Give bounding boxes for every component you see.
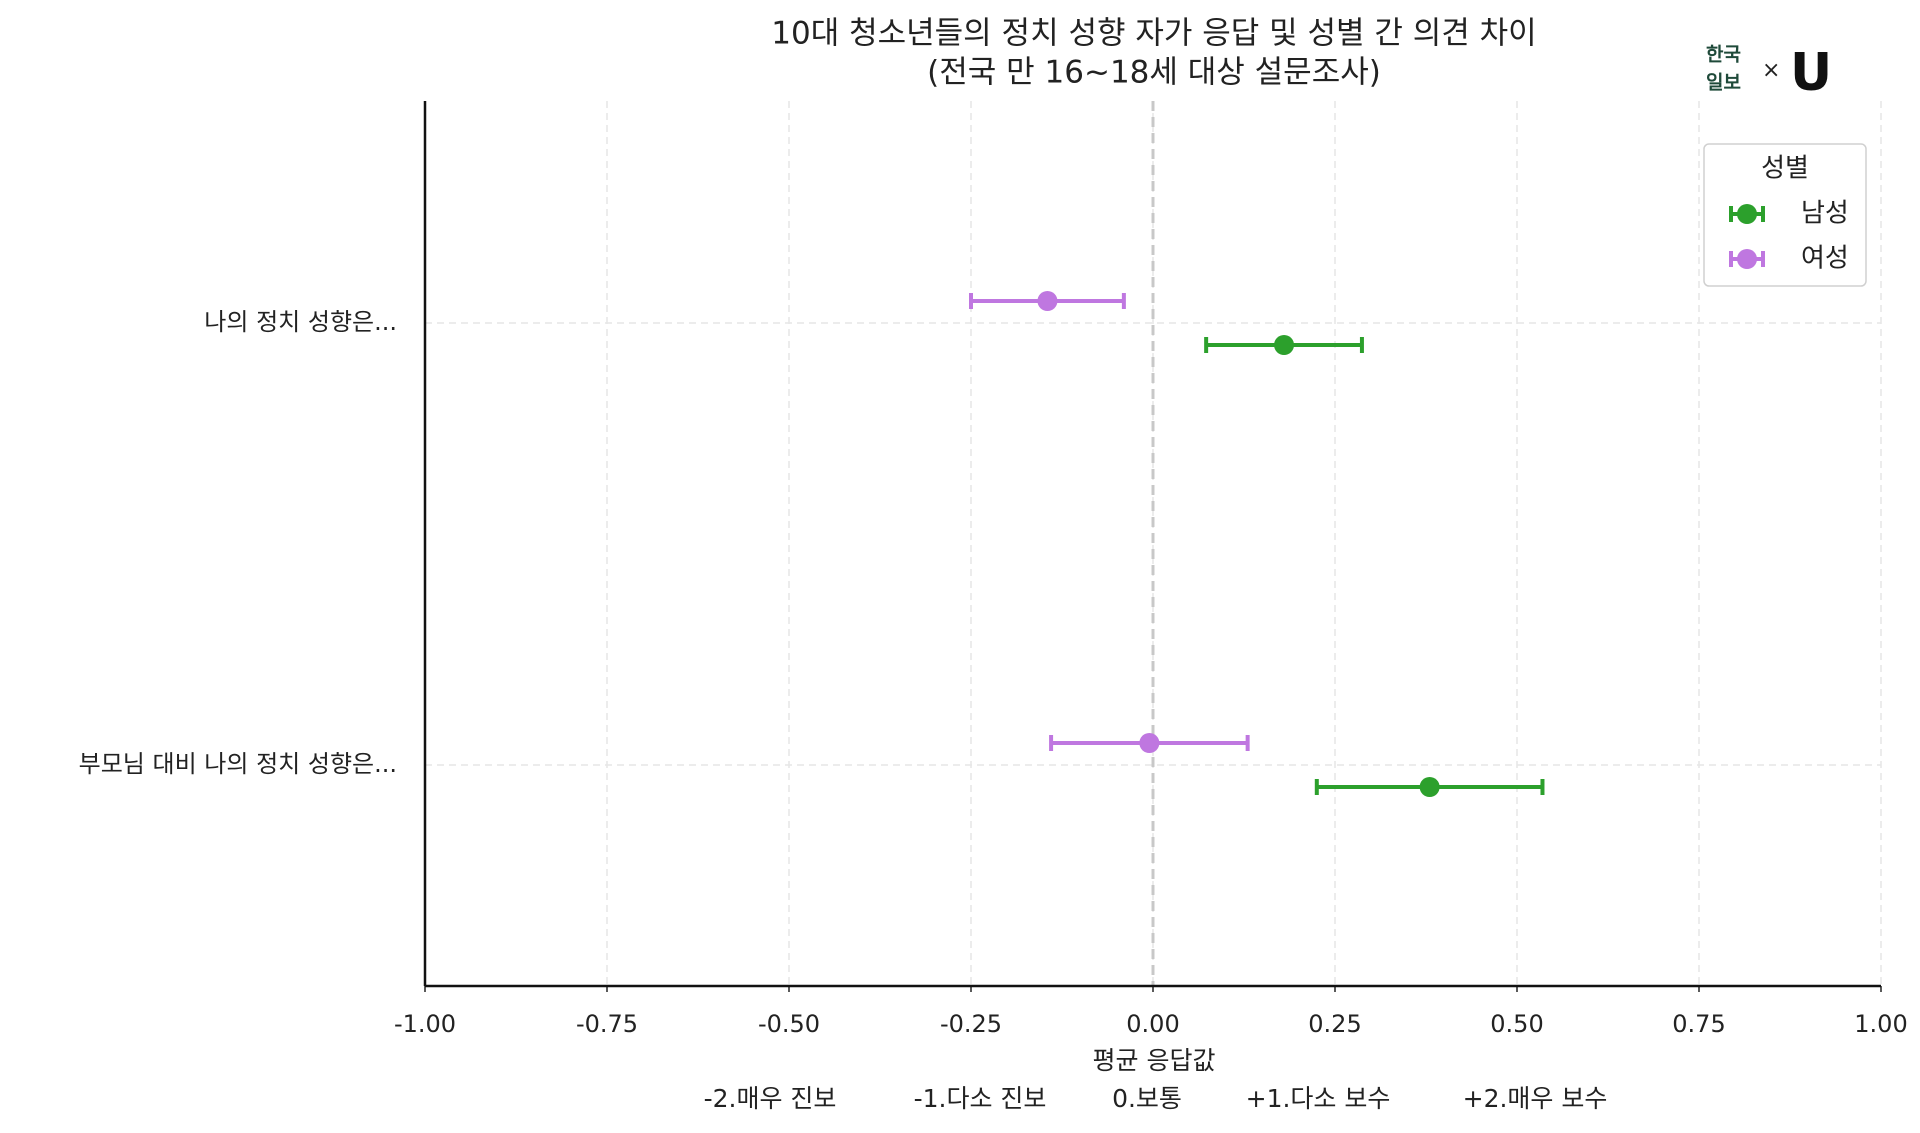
legend-title: 성별 (1761, 154, 1809, 184)
x-tick-label: 1.00 (1854, 1010, 1907, 1038)
x-tick-label: -0.75 (576, 1010, 638, 1038)
scale-label: +1.다소 보수 (1246, 1084, 1391, 1113)
point (1274, 335, 1295, 355)
scale-label: -2.매우 진보 (704, 1084, 837, 1113)
y-tick-label: 부모님 대비 나의 정치 성향은... (79, 750, 397, 778)
point (1419, 777, 1440, 797)
x-tick-label: 0.00 (1126, 1010, 1179, 1038)
x-tick-label: -0.50 (758, 1010, 820, 1038)
y-tick-label: 나의 정치 성향은... (204, 308, 397, 336)
x-axis-label: 평균 응답값 (1093, 1046, 1216, 1075)
logo-separator: × (1762, 58, 1780, 83)
x-tick-label: 0.75 (1672, 1010, 1725, 1038)
point (1139, 733, 1160, 753)
x-tick-label: 0.50 (1490, 1010, 1543, 1038)
legend-label: 여성 (1801, 244, 1849, 274)
logo: 한국 일보 × U (1706, 43, 1832, 103)
scale-label: 0.보통 (1112, 1084, 1182, 1113)
scale-label: -1.다소 진보 (914, 1084, 1047, 1113)
legend-swatch (1737, 249, 1757, 269)
chart-title: 10대 청소년들의 정치 성향 자가 응답 및 성별 간 의견 차이 (771, 16, 1536, 52)
legend-label: 남성 (1801, 199, 1849, 229)
x-tick-label: 0.25 (1308, 1010, 1361, 1038)
scale-label: +2.매우 보수 (1463, 1084, 1608, 1113)
logo-text: 일보 (1706, 72, 1741, 94)
x-tick-label: -1.00 (394, 1010, 456, 1038)
x-tick-label: -0.25 (940, 1010, 1002, 1038)
logo-text: 한국 (1706, 44, 1741, 66)
legend-swatch (1737, 204, 1757, 224)
logo-mark: U (1790, 43, 1832, 103)
chart-subtitle: (전국 만 16~18세 대상 설문조사) (927, 55, 1381, 91)
point (1037, 291, 1058, 311)
